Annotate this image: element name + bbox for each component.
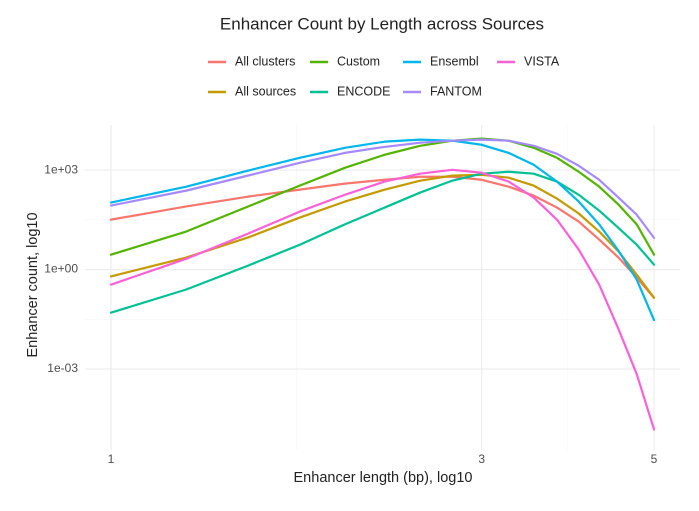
legend-item: VISTA: [497, 54, 560, 68]
x-tick-label: 5: [651, 452, 658, 466]
x-tick-label: 3: [478, 452, 485, 466]
x-axis-label: Enhancer length (bp), log10: [294, 470, 473, 486]
legend-label: All clusters: [235, 54, 295, 68]
line-series: [109, 168, 656, 431]
legend-label: All sources: [235, 84, 296, 98]
legend-item: All clusters: [208, 54, 295, 68]
legend-item: FANTOM: [403, 84, 482, 98]
y-tick-label: 1e+03: [44, 162, 78, 176]
x-tick-label: 1: [108, 452, 115, 466]
line-series: [109, 138, 656, 239]
grid: [85, 125, 680, 450]
legend-item: Ensembl: [403, 54, 479, 68]
y-tick-label: 1e-03: [47, 361, 78, 375]
legend-label: VISTA: [524, 54, 560, 68]
legend-label: Ensembl: [430, 54, 479, 68]
line-series: [109, 138, 656, 322]
legend-item: All sources: [208, 84, 296, 98]
legend-item: ENCODE: [310, 84, 390, 98]
legend-label: Custom: [337, 54, 380, 68]
legend-item: Custom: [310, 54, 380, 68]
legend-label: FANTOM: [430, 84, 482, 98]
y-axis-label: Enhancer count, log10: [25, 212, 41, 357]
y-tick-label: 1e+00: [44, 262, 78, 276]
legend-label: ENCODE: [337, 84, 390, 98]
line-series: [109, 173, 656, 299]
chart-title: Enhancer Count by Length across Sources: [220, 14, 544, 33]
